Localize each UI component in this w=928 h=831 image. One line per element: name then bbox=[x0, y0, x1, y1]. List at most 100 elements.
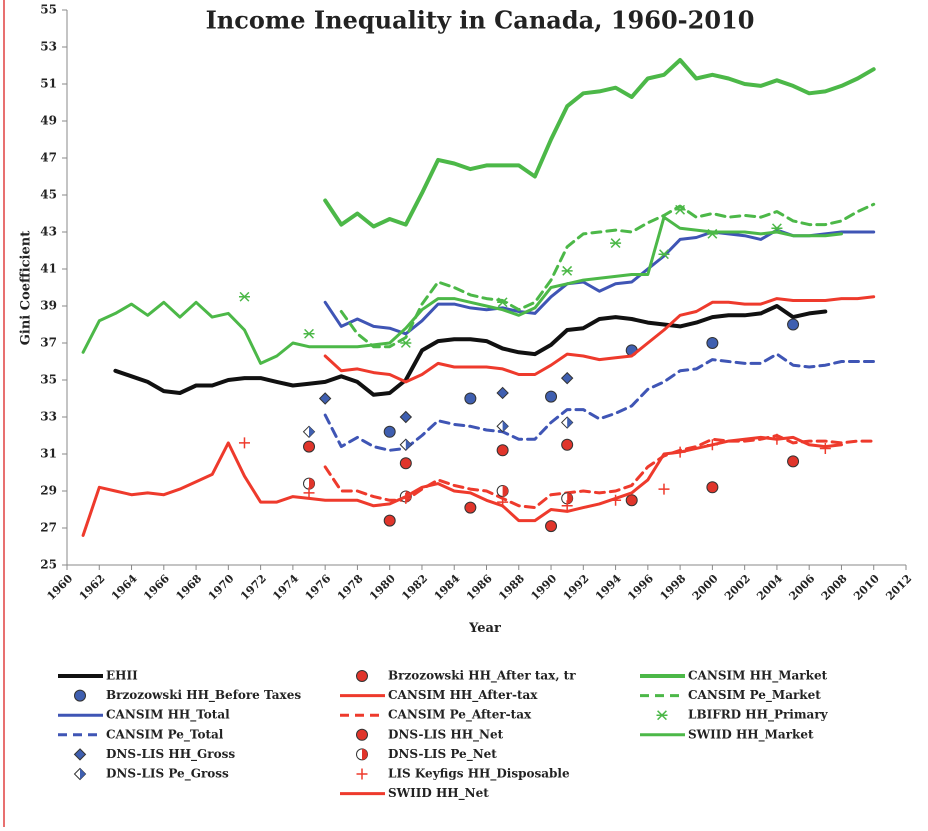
x-tick-label: 1996 bbox=[625, 572, 656, 603]
marker-half bbox=[567, 417, 573, 429]
series-line bbox=[339, 202, 876, 349]
series-line bbox=[323, 58, 876, 229]
marker-shape bbox=[238, 437, 250, 449]
x-tick-label: 2006 bbox=[787, 572, 818, 603]
marker-shape bbox=[356, 768, 368, 780]
y-tick-label: 47 bbox=[40, 151, 57, 165]
legend-label: LIS Keyfigs HH_Disposable bbox=[388, 767, 570, 782]
marker bbox=[787, 455, 800, 468]
series-line bbox=[113, 304, 828, 397]
marker-half bbox=[567, 492, 573, 504]
marker-shape bbox=[497, 297, 509, 308]
marker-shape bbox=[819, 442, 831, 454]
x-tick-label: 2008 bbox=[819, 572, 850, 603]
y-tick-label: 29 bbox=[40, 484, 57, 498]
marker bbox=[400, 338, 412, 348]
marker-shape bbox=[561, 438, 574, 451]
y-tick-label: 39 bbox=[40, 299, 57, 313]
x-tick-label: 1984 bbox=[432, 572, 463, 603]
marker-shape bbox=[658, 483, 670, 495]
x-tick-label: 2012 bbox=[883, 572, 914, 603]
legend-item: CANSIM HH_Total bbox=[58, 708, 230, 723]
legend-item: SWIID HH_Market bbox=[640, 727, 814, 742]
legend-label: DNS-LIS Pe_Gross bbox=[106, 767, 229, 782]
x-tick-label: 1990 bbox=[528, 572, 559, 603]
marker bbox=[356, 768, 368, 780]
x-tick-label: 1994 bbox=[593, 572, 624, 603]
marker bbox=[625, 494, 638, 507]
marker-shape bbox=[706, 481, 719, 494]
legend-item: Brzozowski HH_After tax, tr bbox=[356, 669, 576, 684]
marker-shape bbox=[545, 390, 558, 403]
legend-label: LBIFRD HH_Primary bbox=[688, 708, 829, 723]
marker bbox=[658, 249, 670, 260]
series-line bbox=[81, 215, 843, 365]
y-tick-label: 41 bbox=[40, 262, 57, 276]
marker bbox=[496, 485, 509, 497]
series-line bbox=[323, 352, 876, 452]
marker-shape bbox=[561, 500, 573, 512]
legend-item: DNS-LIS Pe_Net bbox=[356, 747, 497, 762]
y-tick-label: 51 bbox=[40, 77, 57, 91]
marker-half bbox=[80, 768, 86, 780]
legend-label: EHII bbox=[106, 669, 138, 683]
y-axis-label: Gini Coefficient bbox=[19, 231, 34, 345]
legend-label: CANSIM HH_Market bbox=[688, 669, 828, 684]
marker-shape bbox=[74, 689, 86, 702]
x-tick-label: 1978 bbox=[335, 572, 366, 603]
marker bbox=[561, 265, 573, 276]
marker-shape bbox=[383, 514, 396, 527]
series-line bbox=[323, 295, 876, 384]
marker-shape bbox=[356, 670, 368, 682]
y-tick-label: 43 bbox=[40, 225, 57, 239]
legend-label: SWIID HH_Net bbox=[388, 786, 489, 801]
x-tick-label: 2000 bbox=[690, 572, 721, 603]
marker bbox=[73, 748, 87, 761]
marker-half bbox=[309, 426, 315, 438]
x-tick-label: 1960 bbox=[44, 572, 75, 603]
marker bbox=[303, 487, 315, 499]
marker-shape bbox=[656, 710, 668, 721]
marker-shape bbox=[303, 328, 315, 339]
chart-title: Income Inequality in Canada, 1960-2010 bbox=[206, 6, 755, 35]
legend-item: LIS Keyfigs HH_Disposable bbox=[356, 767, 570, 782]
marker bbox=[356, 670, 368, 682]
marker bbox=[560, 371, 574, 385]
marker-shape bbox=[464, 392, 477, 405]
marker bbox=[545, 520, 558, 533]
marker-shape bbox=[787, 318, 800, 331]
marker bbox=[383, 514, 396, 527]
marker bbox=[819, 442, 831, 454]
x-tick-label: 1974 bbox=[270, 572, 301, 603]
marker bbox=[560, 416, 574, 429]
marker bbox=[73, 767, 87, 781]
legend-item: Brzozowski HH_Before Taxes bbox=[74, 688, 301, 703]
legend-item: DNS-LIS Pe_Gross bbox=[73, 767, 229, 782]
marker-half bbox=[362, 748, 368, 760]
marker bbox=[74, 689, 86, 702]
legend-label: CANSIM Pe_Market bbox=[688, 688, 821, 703]
marker bbox=[658, 483, 670, 495]
marker-half bbox=[502, 420, 509, 432]
x-tick-label: 1998 bbox=[658, 572, 689, 603]
marker-shape bbox=[399, 457, 412, 470]
x-tick-label: 1982 bbox=[399, 572, 430, 603]
x-tick-label: 2010 bbox=[851, 572, 882, 603]
marker-shape bbox=[464, 501, 477, 514]
legend-item: EHII bbox=[58, 669, 138, 683]
marker bbox=[302, 425, 316, 439]
marker-shape bbox=[561, 265, 573, 276]
legend-item: DNS-LIS HH_Gross bbox=[73, 747, 235, 762]
legend-item: CANSIM HH_Market bbox=[640, 669, 828, 684]
marker bbox=[303, 440, 316, 453]
legend-label: CANSIM HH_Total bbox=[106, 708, 230, 723]
legend-label: Brzozowski HH_Before Taxes bbox=[106, 688, 301, 703]
marker-shape bbox=[238, 291, 250, 302]
y-tick-label: 53 bbox=[40, 40, 57, 54]
marker bbox=[464, 501, 477, 514]
marker bbox=[496, 420, 509, 433]
marker bbox=[561, 500, 573, 512]
marker bbox=[674, 204, 686, 215]
y-tick-label: 49 bbox=[40, 114, 57, 128]
